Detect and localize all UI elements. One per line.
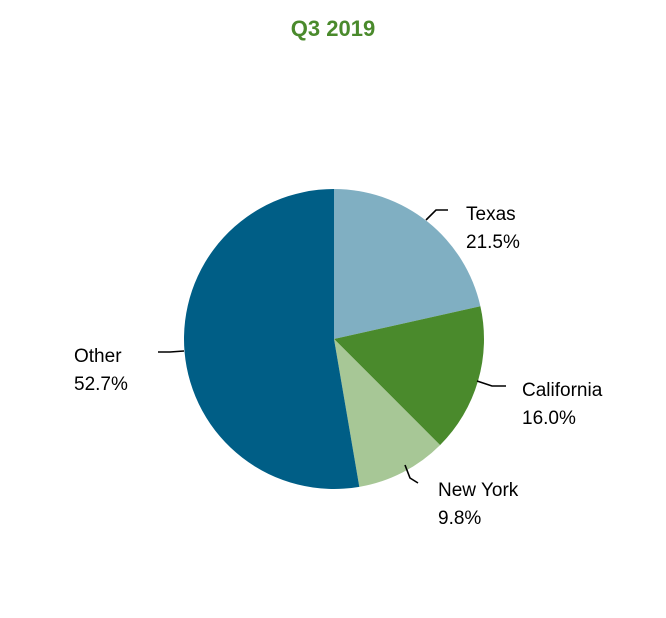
pie-slice-california <box>334 306 484 446</box>
pie-slice-new-york <box>334 339 441 487</box>
leader-line-california <box>476 380 506 387</box>
slice-label-california: California <box>522 380 603 401</box>
slice-value-new-york: 9.8% <box>438 508 481 529</box>
slice-labels: Texas 21.5% California 16.0% New York 9.8% Oth… <box>74 204 603 529</box>
slice-label-texas: Texas <box>466 204 516 225</box>
slice-value-other: 52.7% <box>74 374 128 395</box>
leader-lines <box>158 209 506 484</box>
pie-slice-texas <box>334 189 481 339</box>
slice-value-texas: 21.5% <box>466 232 520 253</box>
leader-line-texas <box>425 209 448 221</box>
chart-title: Q3 2019 <box>290 16 376 41</box>
pie-slices <box>184 189 484 489</box>
slice-label-other: Other <box>74 346 122 367</box>
leader-line-other <box>158 350 185 353</box>
pie-slice-other <box>184 189 360 489</box>
slice-value-california: 16.0% <box>522 408 576 429</box>
slice-label-new-york: New York <box>438 480 519 501</box>
leader-line-new-york <box>404 464 419 484</box>
